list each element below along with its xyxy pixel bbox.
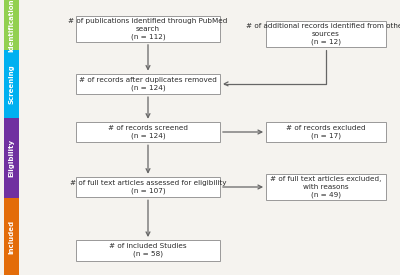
Text: Identification: Identification (8, 0, 15, 51)
Text: # of publications identified through PubMed
search
(n = 112): # of publications identified through Pub… (68, 18, 228, 40)
FancyBboxPatch shape (76, 240, 220, 261)
FancyBboxPatch shape (76, 177, 220, 197)
Text: # of included Studies
(n = 58): # of included Studies (n = 58) (109, 243, 187, 257)
Text: Eligibility: Eligibility (8, 139, 15, 177)
Text: Included: Included (8, 219, 15, 254)
FancyBboxPatch shape (76, 16, 220, 42)
Bar (4, 198, 19, 275)
FancyBboxPatch shape (76, 74, 220, 94)
FancyBboxPatch shape (266, 21, 386, 47)
FancyBboxPatch shape (76, 122, 220, 142)
Text: # of full text articles assessed for eligibility
(n = 107): # of full text articles assessed for eli… (70, 180, 226, 194)
Text: Screening: Screening (8, 64, 15, 104)
Text: # of records after duplicates removed
(n = 124): # of records after duplicates removed (n… (79, 77, 217, 91)
Bar (4, 118, 19, 198)
FancyBboxPatch shape (266, 122, 386, 142)
Text: # of records excluded
(n = 17): # of records excluded (n = 17) (286, 125, 366, 139)
Text: # of full text articles excluded,
with reasons
(n = 49): # of full text articles excluded, with r… (270, 176, 382, 198)
Bar (4, 50, 19, 118)
Bar (4, 0, 19, 50)
Text: # of additional records identified from other
sources
(n = 12): # of additional records identified from … (246, 23, 400, 45)
FancyBboxPatch shape (266, 174, 386, 200)
Text: # of records screened
(n = 124): # of records screened (n = 124) (108, 125, 188, 139)
